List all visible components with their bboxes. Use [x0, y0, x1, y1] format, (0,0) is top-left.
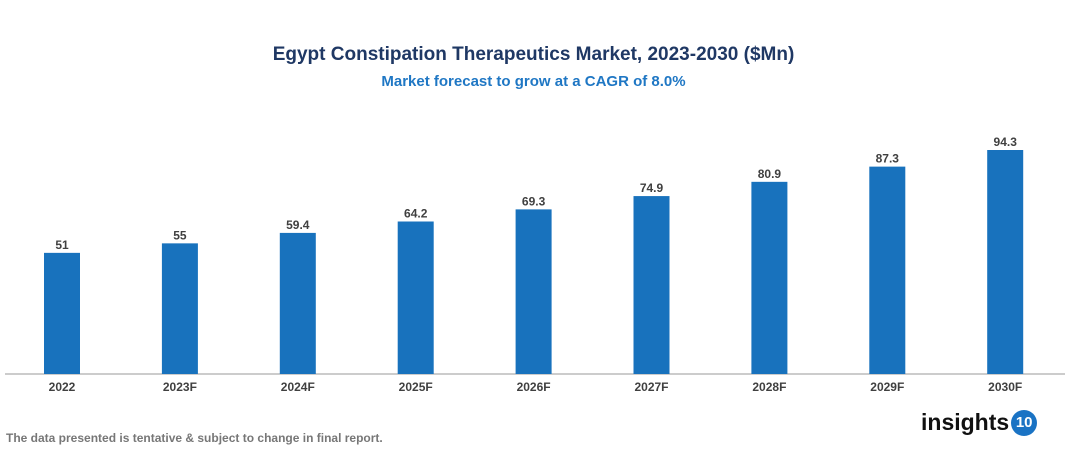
bar	[987, 150, 1024, 374]
data-label: 64.2	[404, 206, 428, 220]
data-label: 69.3	[522, 194, 546, 208]
x-tick-label: 2024F	[281, 380, 315, 394]
data-label: 55	[173, 228, 187, 242]
bar	[161, 243, 198, 374]
bar	[44, 252, 80, 374]
footer-note: The data presented is tentative & subjec…	[6, 431, 383, 445]
insights10-logo: insights 10	[921, 409, 1038, 436]
x-tick-label: 2026F	[517, 380, 551, 394]
bar	[397, 221, 434, 374]
data-label: 59.4	[286, 218, 310, 232]
data-label: 80.9	[758, 167, 782, 181]
bar	[633, 196, 670, 374]
data-label: 51	[55, 238, 69, 252]
chart-subtitle: Market forecast to grow at a CAGR of 8.0…	[381, 73, 686, 90]
x-tick-label: 2025F	[399, 380, 433, 394]
data-label: 87.3	[876, 152, 900, 166]
data-label: 74.9	[640, 181, 664, 195]
x-tick-label: 2023F	[163, 380, 197, 394]
x-tick-label: 2022	[49, 380, 76, 394]
bar	[751, 181, 788, 374]
x-tick-label: 2028F	[752, 380, 786, 394]
x-tick-label: 2030F	[988, 380, 1022, 394]
bar	[279, 232, 316, 374]
x-tick-label: 2027F	[634, 380, 668, 394]
x-tick-label: 2029F	[870, 380, 904, 394]
bar	[515, 209, 552, 374]
bar	[869, 166, 906, 374]
logo-text: insights	[921, 409, 1010, 435]
logo-badge: 10	[1011, 409, 1038, 436]
data-label: 94.3	[994, 135, 1018, 149]
chart-title: Egypt Constipation Therapeutics Market, …	[272, 44, 795, 65]
